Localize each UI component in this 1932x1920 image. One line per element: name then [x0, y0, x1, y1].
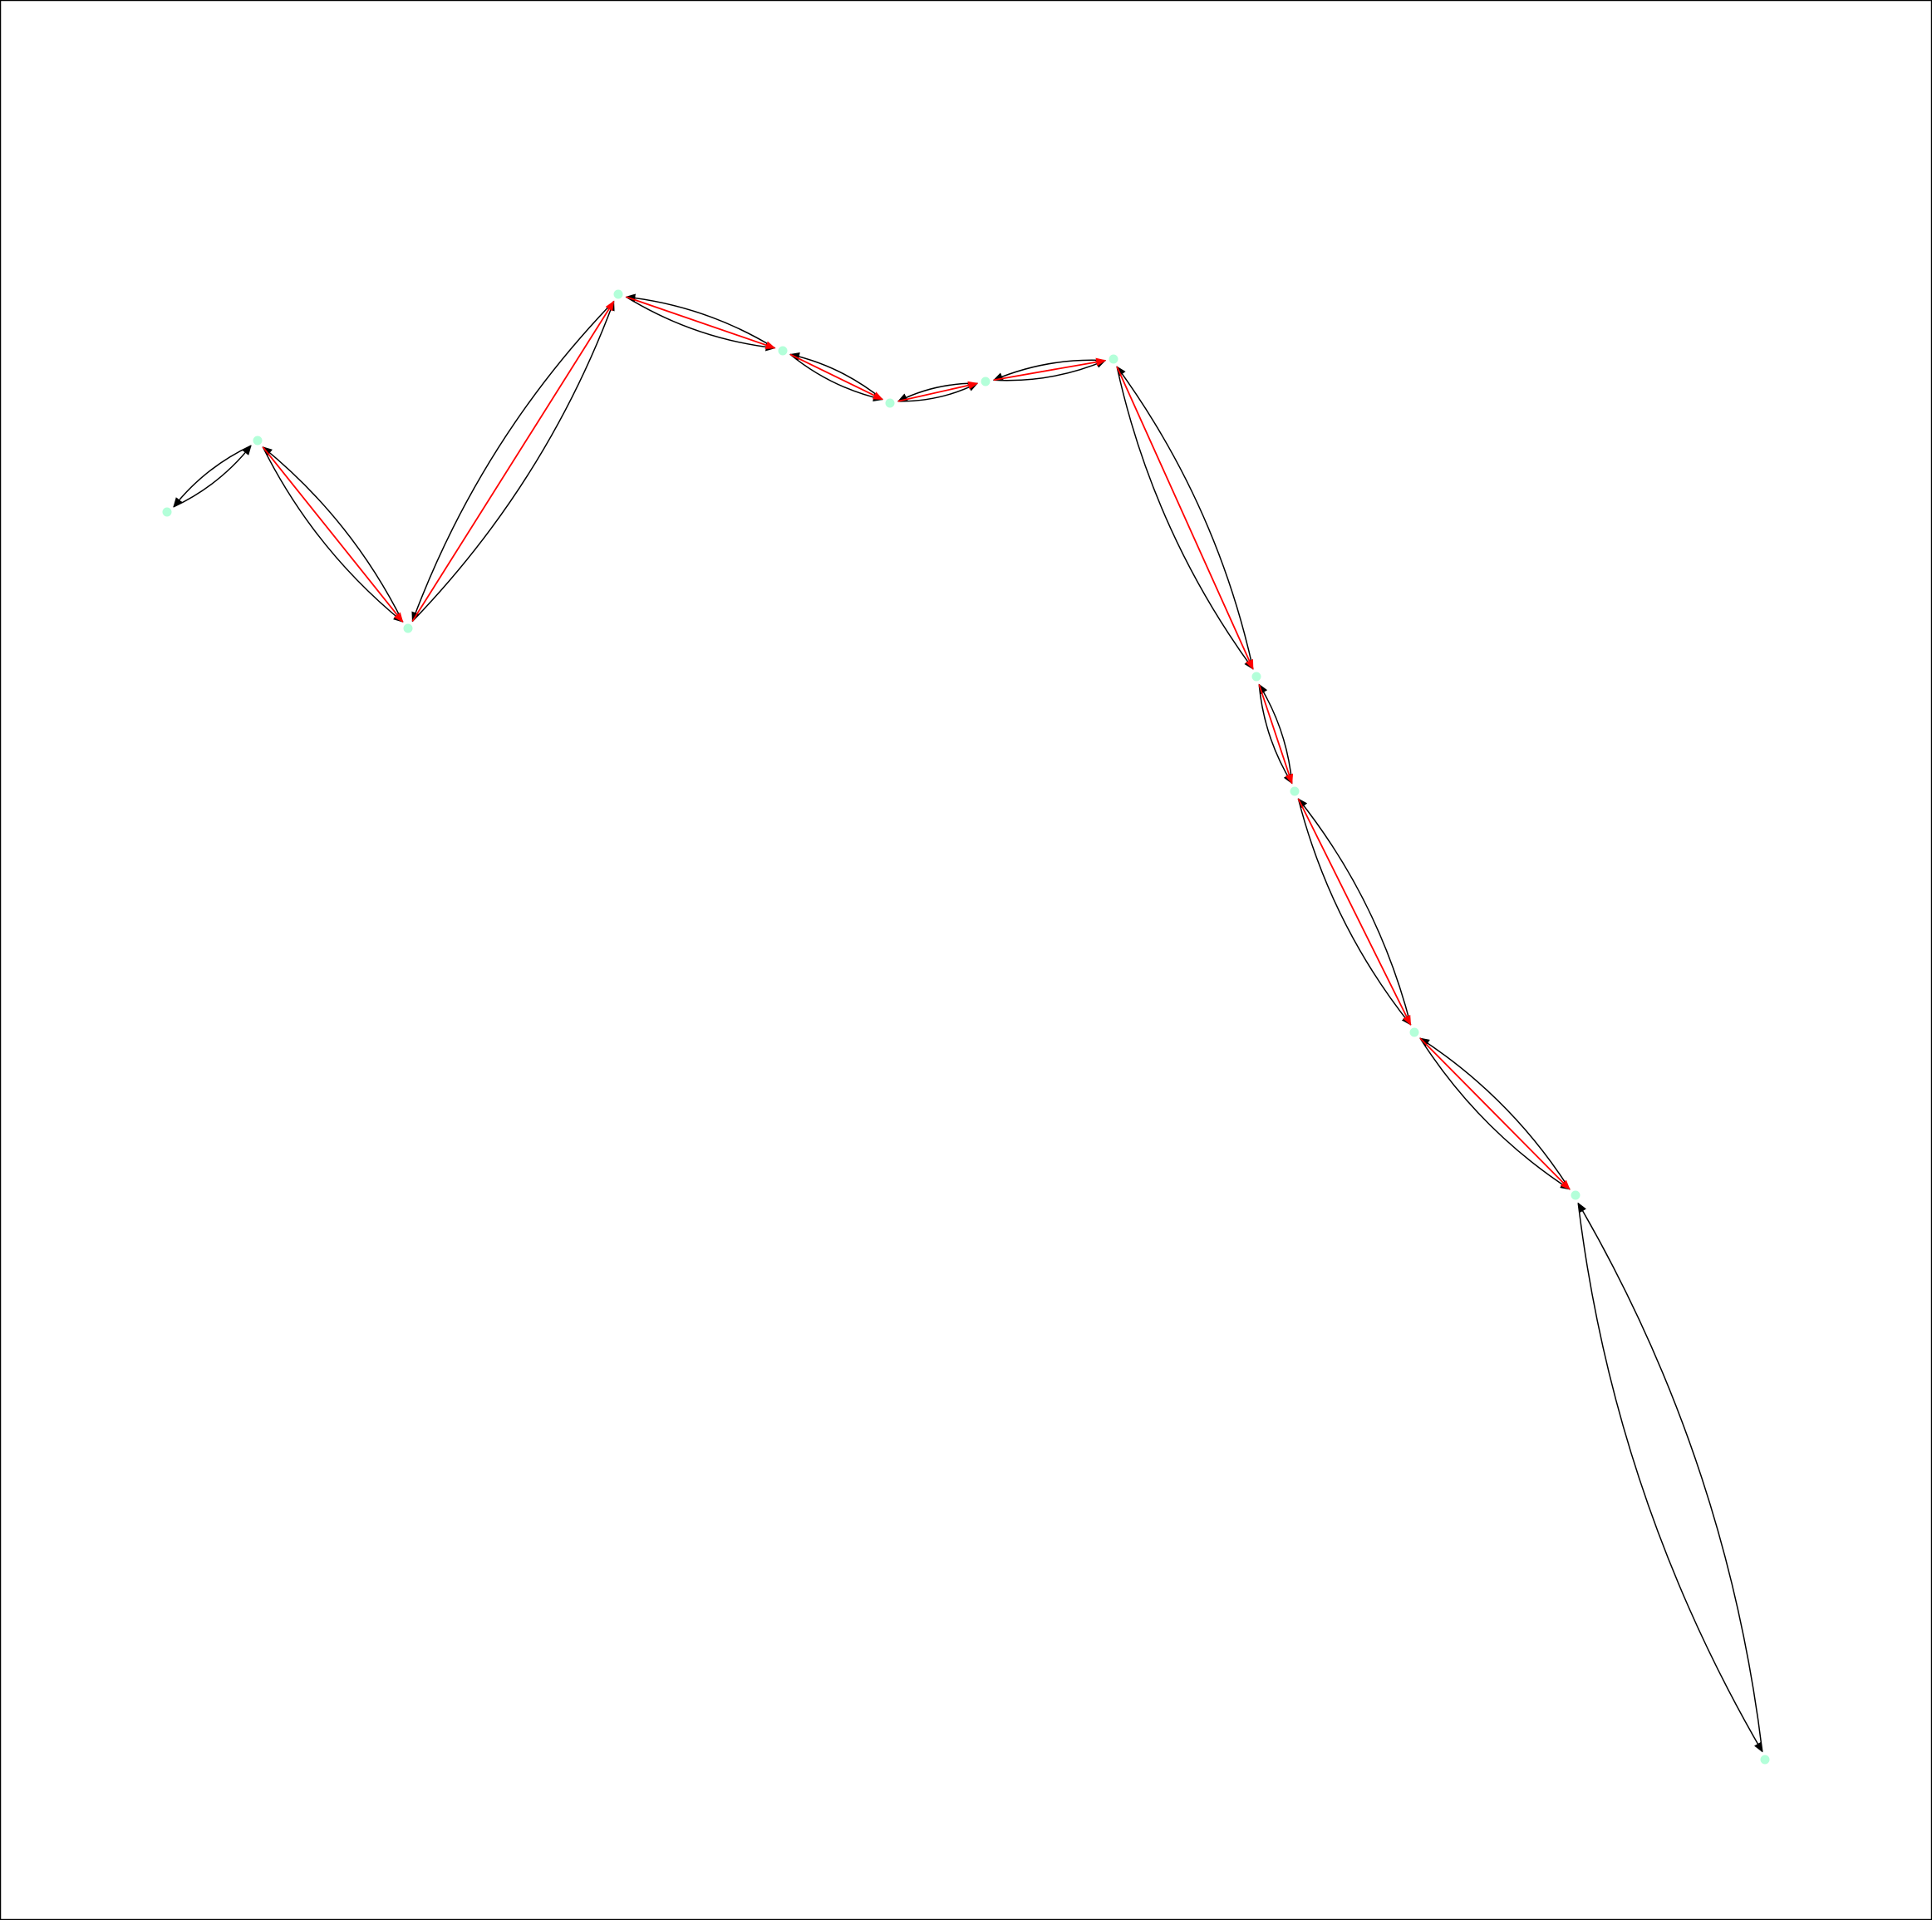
- edge-n9-n8: [1258, 683, 1293, 784]
- edge-n11-n12: [1577, 1203, 1763, 1753]
- highlighted-edge-n7-n8: [1116, 366, 1254, 670]
- edge-n3-n2: [411, 300, 615, 623]
- graph-node-n4: [778, 346, 788, 356]
- graph-node-n8: [1251, 672, 1261, 682]
- highlighted-edge-n3-n4: [626, 296, 776, 349]
- edge-n9-n10: [1297, 798, 1412, 1026]
- edge-n4-n5: [789, 353, 883, 402]
- graph-node-n5: [885, 398, 895, 408]
- graph-node-n12: [1760, 1755, 1770, 1765]
- highlighted-path-layer: [262, 296, 1571, 1190]
- edge-n7-n6: [992, 359, 1106, 381]
- graph-node-n0: [162, 507, 172, 517]
- graph-node-n10: [1409, 1027, 1419, 1037]
- edge-n8-n7: [1116, 366, 1254, 670]
- edge-n10-n9: [1297, 798, 1412, 1026]
- highlighted-edge-n2-n3: [411, 300, 615, 622]
- edge-n7-n8: [1116, 366, 1254, 670]
- edge-n6-n7: [993, 360, 1107, 382]
- highlighted-edge-n1-n2: [262, 446, 404, 623]
- highlighted-edge-n10-n11: [1419, 1037, 1571, 1190]
- highlighted-edge-n5-n6: [897, 381, 979, 402]
- highlighted-edge-n8-n9: [1258, 684, 1294, 785]
- graph-node-n7: [1109, 354, 1118, 364]
- graph-node-n2: [403, 623, 413, 633]
- graph-node-n9: [1290, 786, 1300, 796]
- edge-n8-n9: [1258, 684, 1293, 785]
- graph-node-n11: [1571, 1190, 1581, 1200]
- edge-n1-n0: [173, 445, 252, 508]
- edges-layer: [173, 293, 1763, 1753]
- highlighted-edge-n6-n7: [993, 357, 1107, 382]
- highlighted-edge-n4-n5: [789, 353, 883, 401]
- graph-node-n3: [613, 289, 623, 299]
- edge-n2-n1: [262, 446, 404, 623]
- nodes-layer: [162, 289, 1770, 1765]
- highlighted-edge-n9-n10: [1297, 798, 1412, 1026]
- edge-n11-n10: [1419, 1037, 1571, 1190]
- edge-n4-n3: [625, 293, 775, 349]
- graph-node-n6: [981, 377, 991, 386]
- edge-n10-n11: [1419, 1037, 1571, 1190]
- graph-node-n1: [253, 436, 263, 446]
- edge-n3-n4: [626, 296, 776, 352]
- edge-n0-n1: [173, 445, 252, 508]
- edge-n2-n3: [411, 300, 615, 623]
- edge-n1-n2: [262, 446, 404, 623]
- edge-n12-n11: [1577, 1202, 1763, 1752]
